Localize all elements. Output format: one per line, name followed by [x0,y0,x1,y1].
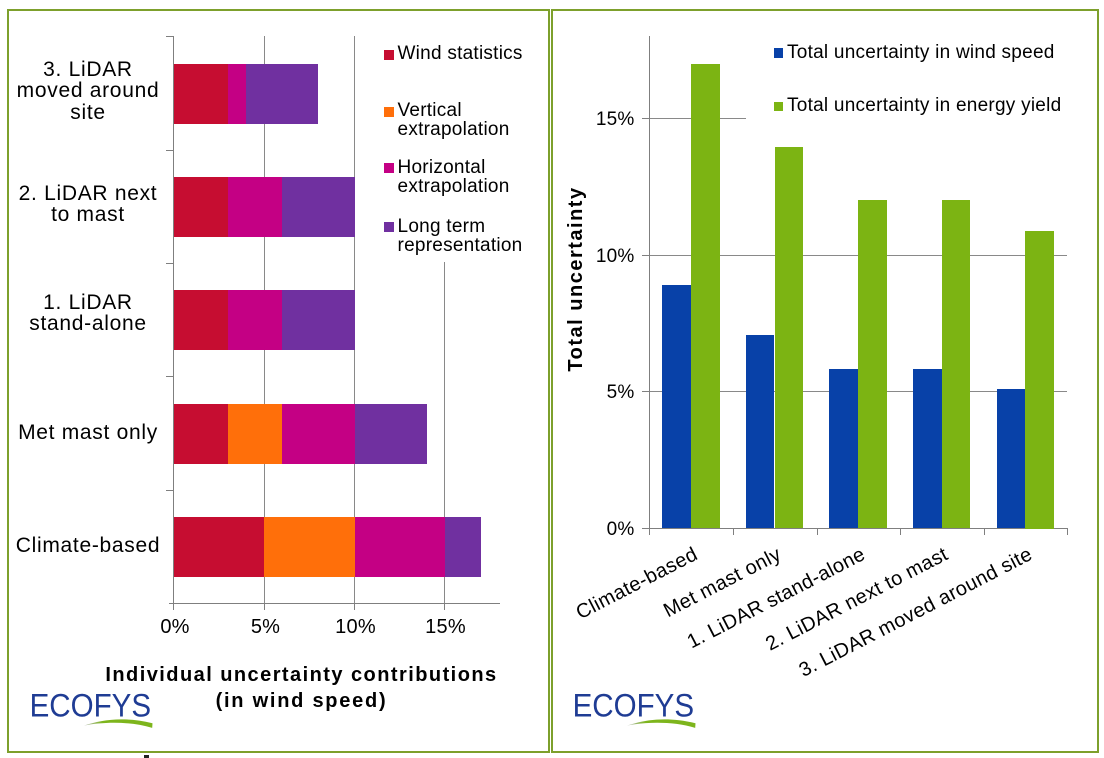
svg-text:ECOFYS: ECOFYS [573,688,695,724]
svg-text:ECOFYS: ECOFYS [30,688,151,724]
